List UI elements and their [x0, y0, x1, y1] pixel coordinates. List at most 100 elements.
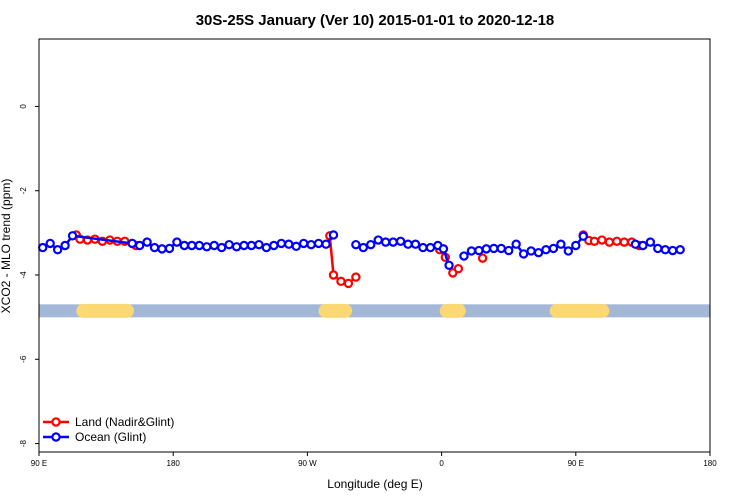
- series-1-point-3-5: [668, 245, 678, 256]
- series-1-point-0-12: [179, 240, 190, 251]
- series-1-point-0-32: [328, 230, 339, 240]
- series-1-point-0-8: [149, 242, 160, 253]
- series-1-point-0-25: [276, 238, 287, 249]
- series-1-point-0-30: [313, 238, 324, 249]
- legend-marker-1: [51, 432, 61, 442]
- series-layer: [38, 230, 685, 289]
- land-band-segment-1: [318, 303, 353, 318]
- legend-marker-0: [51, 417, 61, 427]
- series-1-point-0-23: [261, 242, 272, 253]
- land-band-segment-0: [76, 303, 135, 318]
- series-1-point-0-15: [202, 242, 212, 252]
- series-1-point-2-14: [563, 246, 574, 256]
- series-1-point-1-4: [380, 237, 391, 247]
- series-1-point-0-9: [157, 244, 167, 254]
- series-1-point-0-31: [321, 239, 331, 249]
- series-1-point-2-7: [511, 239, 521, 249]
- plot-frame: [38, 38, 711, 453]
- series-1-point-1-6: [395, 236, 406, 246]
- series-1-point-0-17: [216, 242, 227, 253]
- y-axis: 0 -2 -4 -6 -8: [19, 104, 39, 447]
- x-axis-label: Longitude (deg E): [327, 477, 422, 491]
- series-1-point-1-0: [351, 239, 361, 250]
- series-1-point-2-10: [533, 247, 544, 258]
- series-0-point-3-0: [477, 253, 488, 263]
- land-band-segment-3: [549, 303, 610, 318]
- legend: Land (Nadir&Glint)Ocean (Glint): [43, 415, 174, 444]
- series-1-point-0-20: [239, 240, 249, 251]
- legend-label-0: Land (Nadir&Glint): [75, 415, 174, 429]
- y-axis-label: XCO2 - MLO trend (ppm): [0, 179, 13, 314]
- x-tick-label-3: 0: [439, 459, 444, 468]
- series-1-point-0-0: [38, 242, 48, 253]
- series-1-point-0-21: [246, 240, 257, 251]
- series-1-point-2-16: [578, 231, 588, 241]
- series-1-point-0-10: [164, 243, 175, 254]
- series-1-point-2-11: [541, 245, 551, 255]
- series-1-point-0-11: [172, 237, 182, 247]
- series-1-point-0-3: [60, 240, 70, 251]
- series-0-point-4-4: [604, 237, 615, 247]
- series-0-point-1-1: [328, 270, 339, 280]
- legend-label-1: Ocean (Glint): [75, 430, 146, 444]
- series-0-point-4-2: [589, 236, 600, 246]
- series-0-point-1-4: [351, 272, 361, 282]
- series-1-point-0-7: [142, 237, 152, 247]
- chart-title: 30S-25S January (Ver 10) 2015-01-01 to 2…: [196, 12, 555, 29]
- land-band-segment-2: [439, 303, 466, 318]
- series-1-point-2-4: [489, 243, 499, 254]
- series-1-point-0-4: [67, 231, 78, 241]
- series-0-point-1-2: [336, 276, 346, 287]
- y-tick-label-4: -8: [19, 439, 28, 447]
- series-1-point-2-12: [548, 243, 559, 254]
- series-1-point-2-5: [496, 243, 506, 254]
- x-tick-label-5: 180: [703, 459, 717, 468]
- series-1-point-1-2: [366, 239, 376, 250]
- series-1-point-3-1: [638, 240, 648, 251]
- series-1-point-1-13: [444, 260, 454, 271]
- series-0-point-4-3: [597, 235, 607, 245]
- series-1-point-1-9: [418, 242, 428, 253]
- series-1-point-1-8: [410, 239, 421, 249]
- series-1-point-2-1: [466, 246, 477, 256]
- series-1-point-2-13: [556, 239, 566, 249]
- series-1-point-0-19: [231, 242, 242, 252]
- series-1-point-3-3: [653, 243, 663, 254]
- series-1-point-0-26: [284, 239, 294, 249]
- series-1-point-2-8: [518, 249, 529, 259]
- series-1-point-0-27: [291, 241, 301, 252]
- series-1-point-2-0: [459, 251, 469, 261]
- x-tick-label-1: 180: [167, 459, 181, 468]
- series-1-point-0-2: [52, 245, 63, 255]
- series-1-point-2-2: [474, 245, 484, 256]
- series-1-point-0-14: [194, 240, 204, 251]
- series-1-point-3-4: [660, 245, 670, 255]
- land-ocean-band: [39, 303, 710, 318]
- series-1-point-0-28: [298, 238, 309, 249]
- x-tick-label-0: 90 E: [31, 459, 47, 468]
- series-0-point-4-6: [619, 237, 629, 247]
- series-1-point-1-10: [425, 242, 436, 253]
- x-tick-label-4: 90 E: [568, 459, 584, 468]
- series-1-point-1-12: [438, 244, 449, 254]
- series-1-point-0-1: [45, 238, 55, 249]
- y-tick-label-1: -2: [19, 187, 28, 195]
- series-1-point-1-7: [403, 239, 413, 249]
- series-1-point-3-6: [675, 245, 685, 255]
- series-1-point-1-3: [373, 235, 383, 245]
- series-1-point-0-22: [254, 239, 264, 250]
- series-1-point-0-5: [127, 238, 137, 249]
- x-tick-label-2: 90 W: [298, 459, 317, 468]
- y-tick-label-2: -4: [19, 271, 28, 279]
- series-1-point-2-9: [526, 246, 536, 256]
- series-1-point-0-6: [134, 240, 145, 251]
- series-1-point-2-15: [571, 240, 581, 251]
- series-1-point-0-13: [187, 240, 197, 251]
- series-1-point-2-3: [481, 244, 492, 254]
- y-tick-label-0: 0: [19, 104, 28, 109]
- y-tick-label-3: -6: [19, 355, 28, 363]
- series-0-point-1-3: [343, 278, 354, 289]
- series-1-point-0-16: [209, 240, 219, 251]
- x-axis: 90 E 180 90 W 0 90 E 180: [31, 452, 717, 468]
